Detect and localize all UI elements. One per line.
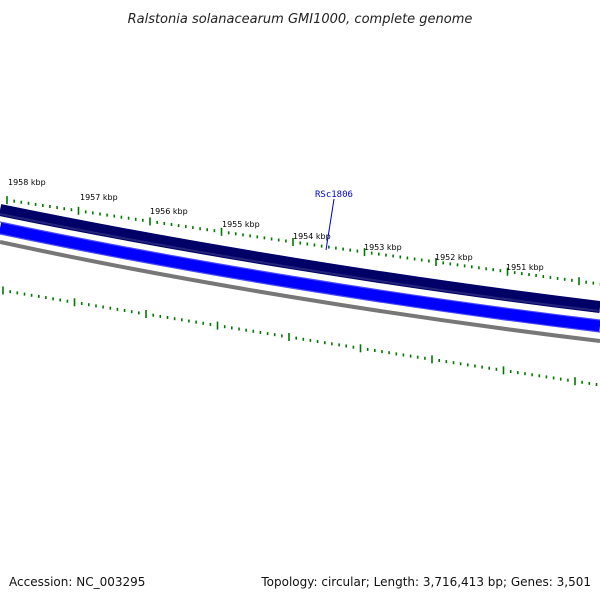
genome-summary-text: Topology: circular; Length: 3,716,413 bp… bbox=[260, 575, 591, 589]
scale-label: 1955 kbp bbox=[222, 220, 260, 229]
scale-label: 1957 kbp bbox=[80, 193, 118, 202]
reverse-strand-edge-top bbox=[0, 221, 600, 321]
backbone-track bbox=[0, 240, 600, 343]
reverse-strand-edge-bottom bbox=[0, 233, 600, 333]
forward-strand-track bbox=[0, 204, 600, 313]
scale-label: 1953 kbp bbox=[364, 243, 402, 252]
scale-label: 1952 kbp bbox=[435, 253, 473, 262]
accession-text: Accession: NC_003295 bbox=[9, 575, 145, 589]
gene-label-rsc1806[interactable]: RSc1806 bbox=[315, 190, 353, 200]
scale-labels: 1958 kbp 1957 kbp 1956 kbp 1955 kbp 1954 kbp… bbox=[8, 178, 544, 272]
scale-label: 1956 kbp bbox=[150, 207, 188, 216]
forward-strand-highlight bbox=[0, 213, 600, 312]
outer-scale-ticks bbox=[6, 196, 600, 286]
inner-scale-ticks bbox=[2, 286, 598, 386]
gene-leader-line bbox=[325, 198, 335, 251]
map-title: Ralstonia solanacearum GMI1000, complete… bbox=[128, 12, 473, 27]
scale-label: 1958 kbp bbox=[8, 178, 46, 187]
reverse-strand-track bbox=[0, 222, 600, 332]
scale-label: 1951 kbp bbox=[506, 263, 544, 272]
scale-label: 1954 kbp bbox=[293, 232, 331, 241]
